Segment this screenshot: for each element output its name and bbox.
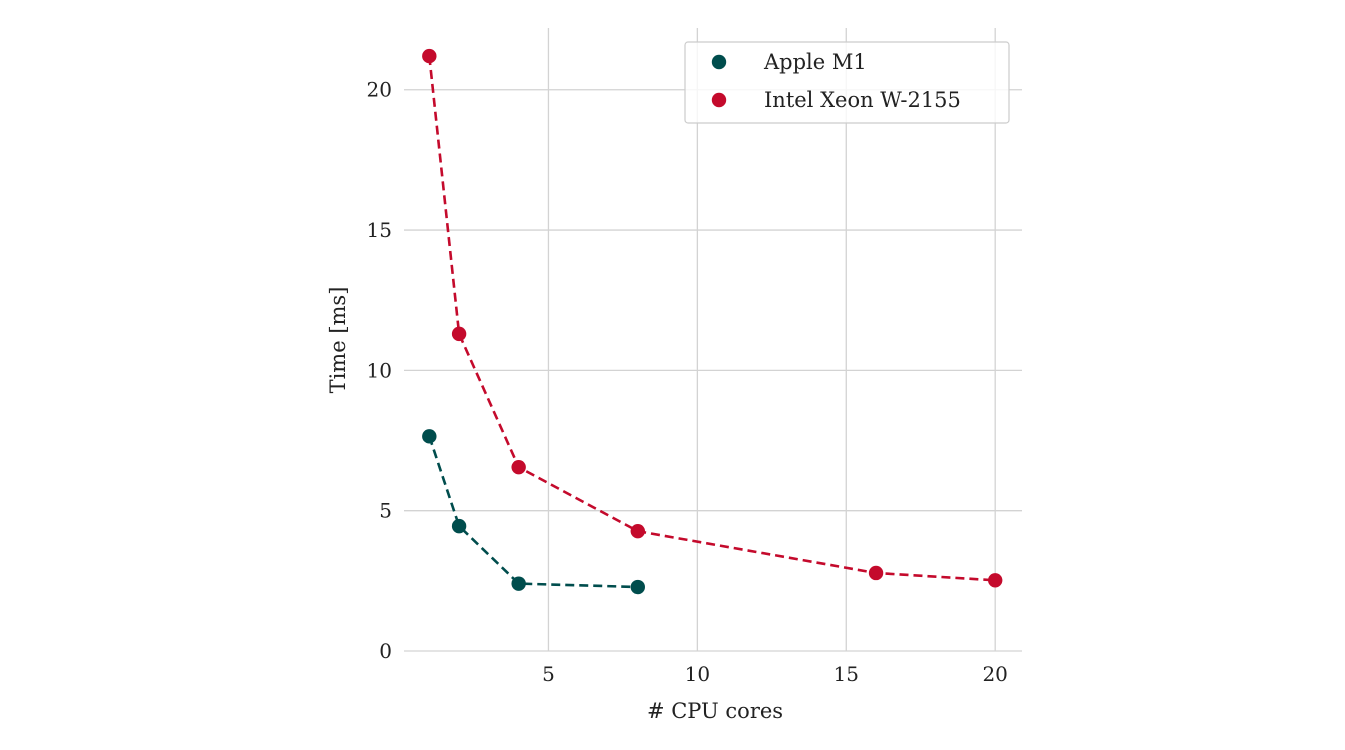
series-line-intel-xeon-w-2155	[428, 55, 996, 582]
data-point-apple-m1	[630, 579, 645, 595]
legend-marker-intel-xeon-w-2155	[711, 92, 727, 108]
x-tick-label: 10	[685, 662, 710, 686]
data-point-apple-m1	[451, 518, 467, 534]
x-axis-label: # CPU cores	[647, 699, 783, 723]
data-point-intel-xeon-w-2155	[511, 459, 526, 475]
y-tick-label: 15	[367, 218, 392, 242]
series	[422, 48, 1003, 595]
y-axis-label: Time [ms]	[326, 287, 350, 394]
y-tick-label: 5	[379, 499, 392, 523]
y-axis-ticks: 0 5 10 15 20	[367, 78, 392, 663]
data-point-apple-m1	[511, 576, 526, 591]
y-tick-label: 10	[367, 358, 392, 382]
legend-label-intel-xeon-w-2155: Intel Xeon W-2155	[764, 88, 961, 112]
legend-frame	[684, 41, 1010, 124]
legend-marker-apple-m1	[711, 54, 727, 70]
y-tick-label: 20	[367, 78, 392, 102]
x-tick-label: 5	[542, 662, 555, 686]
legend-label-apple-m1: Apple M1	[763, 50, 867, 74]
data-point-intel-xeon-w-2155	[422, 48, 437, 64]
data-point-intel-xeon-w-2155	[451, 326, 467, 342]
x-axis-ticks: 5 10 15 20	[542, 662, 1008, 686]
series-apple-m1	[422, 429, 645, 595]
data-point-apple-m1	[422, 429, 437, 444]
data-point-intel-xeon-w-2155	[987, 573, 1003, 588]
series-line-apple-m1	[428, 435, 638, 589]
x-tick-label: 20	[982, 662, 1007, 686]
x-tick-label: 15	[834, 662, 859, 686]
y-tick-label: 0	[379, 639, 392, 663]
series-intel-xeon-w-2155	[422, 48, 1003, 588]
legend: Apple M1 Intel Xeon W-2155	[684, 41, 1010, 124]
data-point-intel-xeon-w-2155	[630, 523, 645, 539]
data-point-intel-xeon-w-2155	[868, 565, 884, 581]
